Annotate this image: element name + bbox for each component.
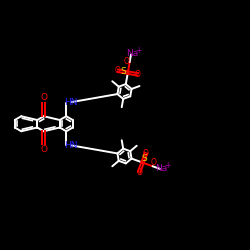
Text: S: S <box>120 67 126 76</box>
Text: O: O <box>143 148 149 158</box>
Text: HN: HN <box>64 98 78 106</box>
Text: O: O <box>115 66 121 75</box>
Text: O: O <box>136 168 142 176</box>
Text: +: + <box>135 46 141 56</box>
Text: O: O <box>123 57 129 66</box>
Text: O: O <box>40 93 47 102</box>
Text: Na: Na <box>126 49 138 58</box>
Text: O: O <box>40 145 47 154</box>
Text: Na: Na <box>155 164 167 173</box>
Text: S: S <box>141 154 147 163</box>
Text: O: O <box>151 158 157 168</box>
Text: HN: HN <box>64 141 78 150</box>
Text: O: O <box>135 70 141 79</box>
Text: +: + <box>164 161 170 170</box>
